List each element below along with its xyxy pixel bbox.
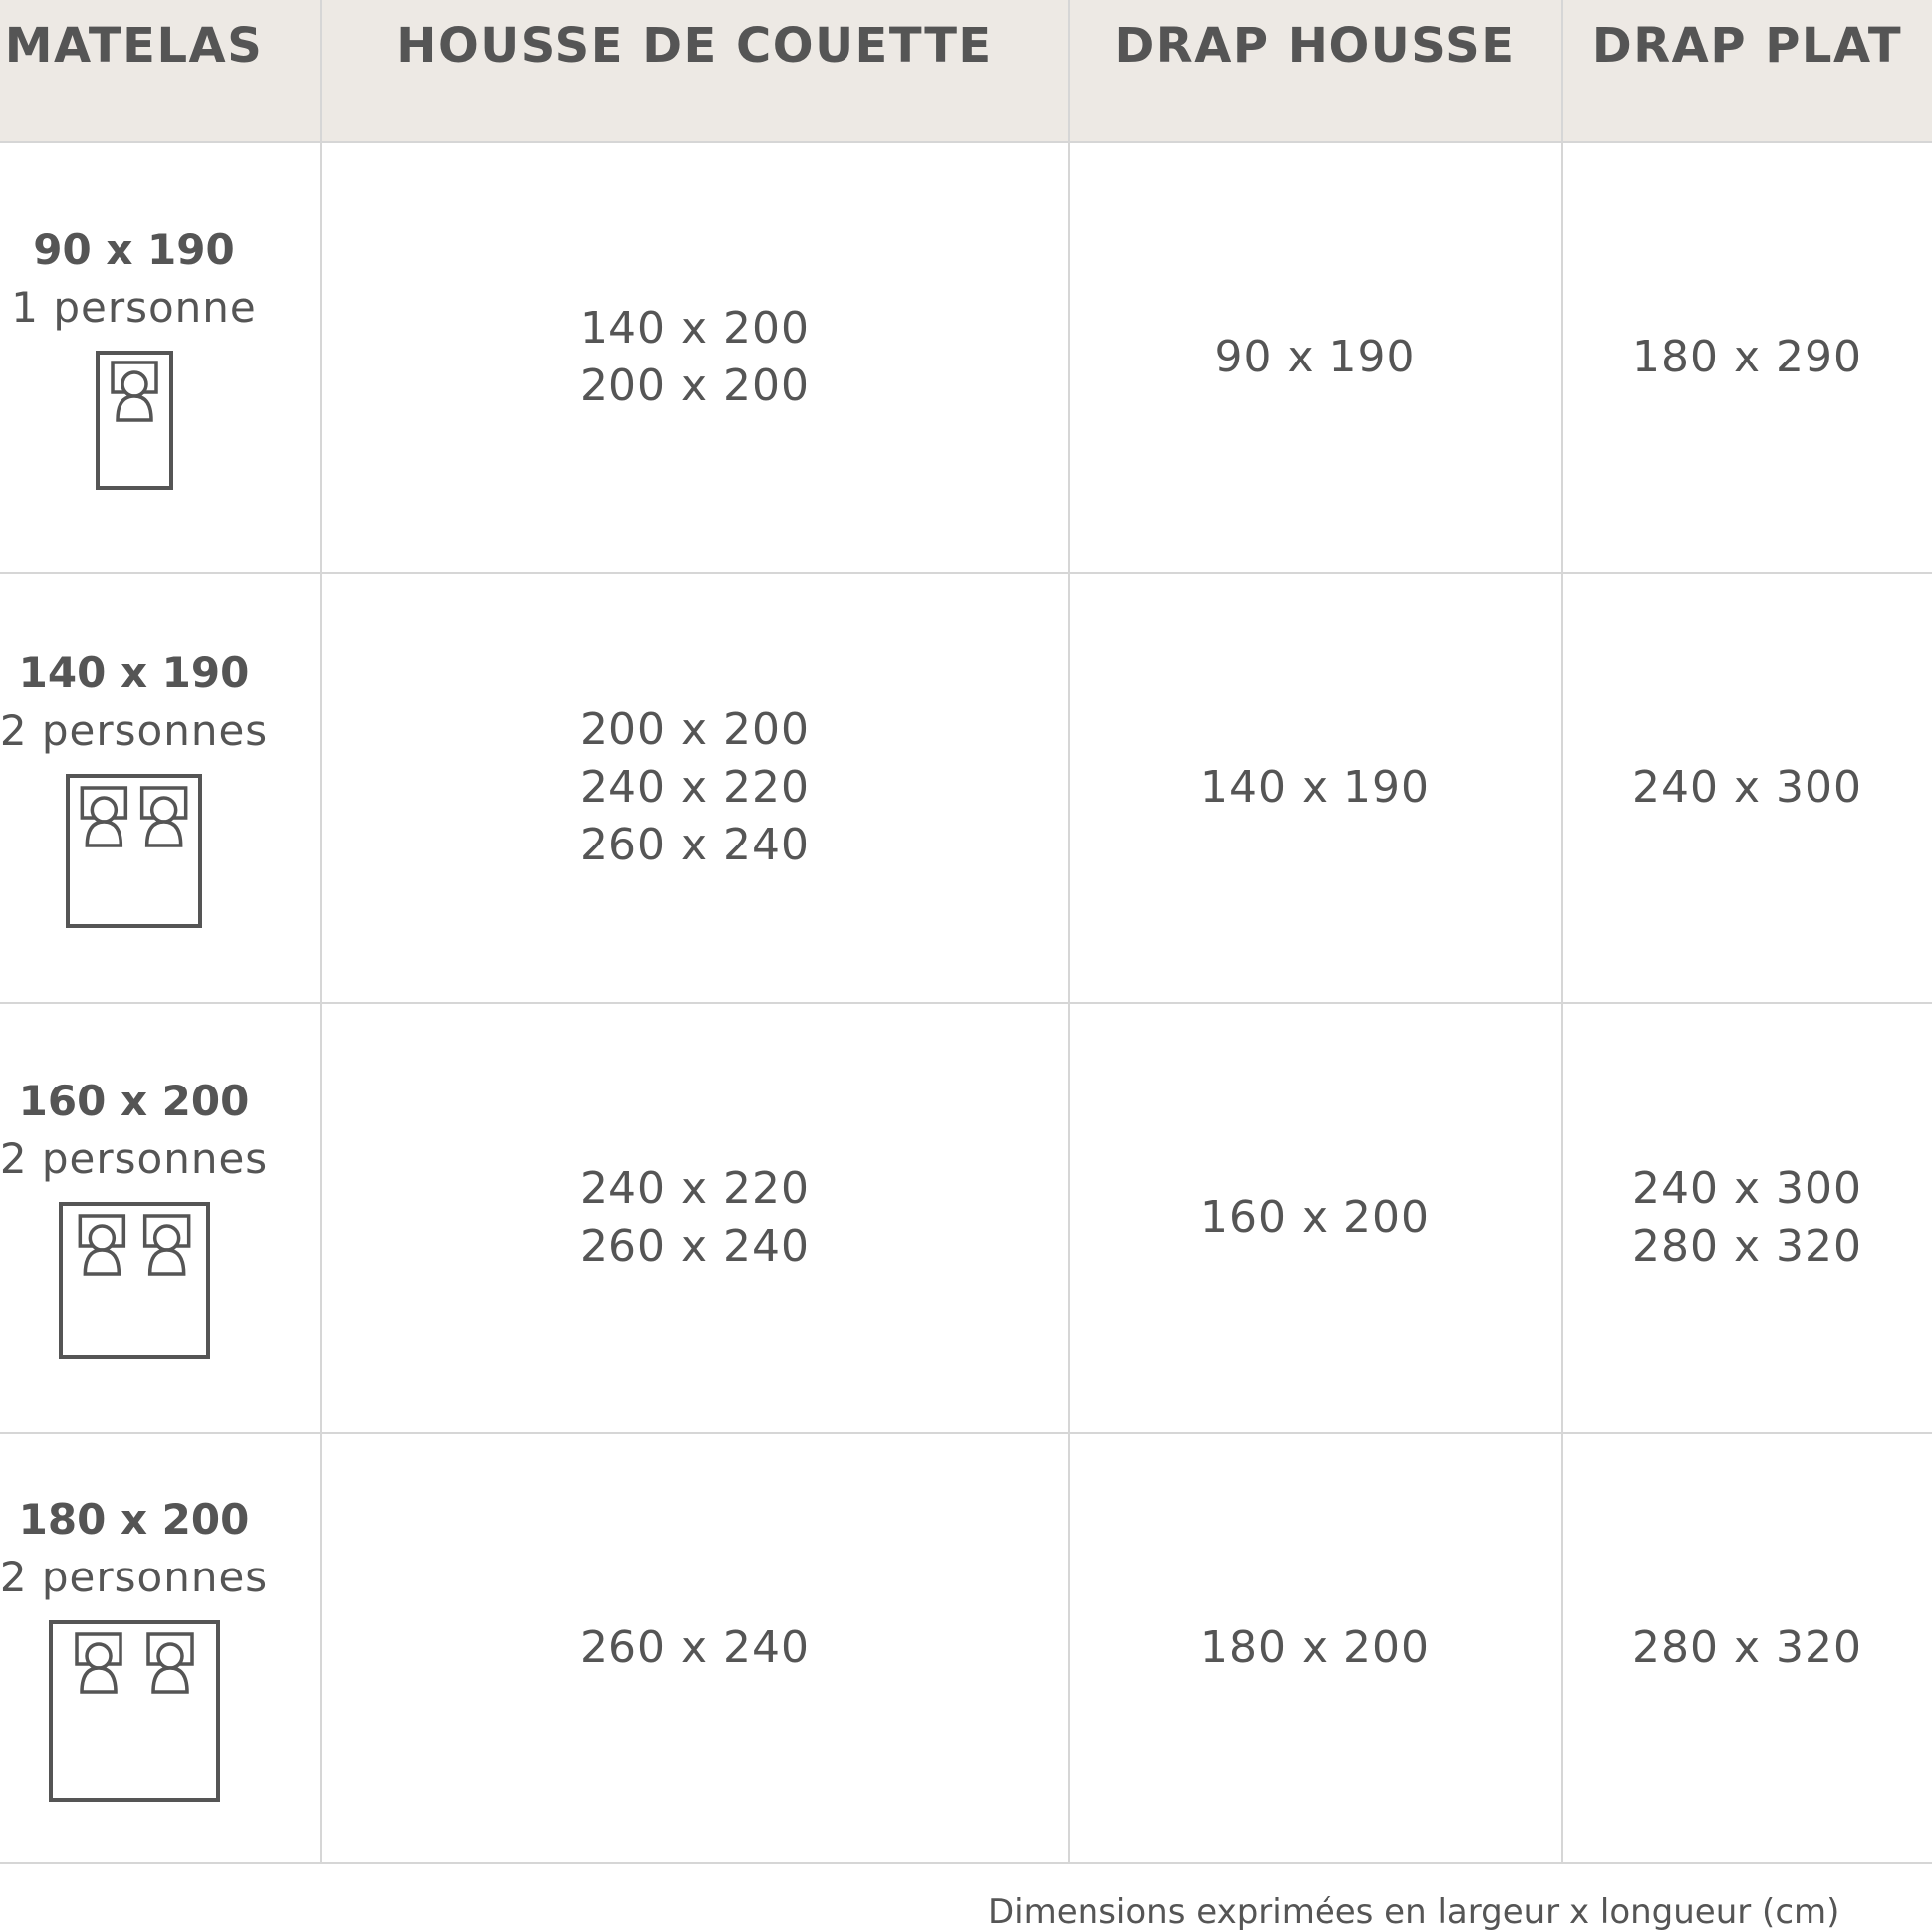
- table-header: MATELAS HOUSSE DE COUETTE DRAP HOUSSE DR…: [0, 0, 1932, 143]
- mattress-size: 90 x 190: [33, 225, 235, 274]
- mattress-persons: 2 personnes: [0, 1553, 269, 1601]
- size-value: 180 x 200: [1200, 1622, 1430, 1673]
- drap-housse-cell: 90 x 190: [1070, 143, 1563, 572]
- mattress-size: 160 x 200: [18, 1077, 250, 1125]
- drap-plat-cell: 180 x 290: [1563, 143, 1932, 572]
- table-row: 160 x 200 2 personnes 240 x 220 260 x 240…: [0, 1004, 1932, 1434]
- size-value: 260 x 240: [580, 1221, 810, 1272]
- drap-plat-cell: 240 x 300 280 x 320: [1563, 1004, 1932, 1432]
- drap-housse-cell: 160 x 200: [1070, 1004, 1563, 1432]
- size-value: 280 x 320: [1632, 1622, 1862, 1673]
- size-value: 260 x 240: [580, 1622, 810, 1673]
- king-bed-icon: [48, 1620, 220, 1806]
- drap-housse-cell: 140 x 190: [1070, 574, 1563, 1002]
- mattress-cell: 180 x 200 2 personnes: [0, 1434, 322, 1862]
- size-value: 200 x 200: [580, 704, 810, 755]
- mattress-size: 140 x 190: [18, 647, 250, 697]
- header-drap-housse: DRAP HOUSSE: [1070, 0, 1563, 141]
- drap-housse-cell: 180 x 200: [1070, 1434, 1563, 1862]
- header-drap-plat: DRAP PLAT: [1591, 18, 1903, 74]
- size-value: 240 x 300: [1632, 762, 1862, 813]
- table-row: 90 x 190 1 personne 140 x 200 200 x 200 9…: [0, 143, 1932, 574]
- couette-cell: 200 x 200 240 x 220 260 x 240: [322, 574, 1070, 1002]
- mattress-cell: 140 x 190 2 personnes: [0, 574, 322, 1002]
- size-value: 260 x 240: [580, 820, 810, 870]
- single-bed-icon: [95, 351, 173, 494]
- size-value: 160 x 200: [1200, 1192, 1430, 1243]
- size-value: 180 x 290: [1632, 332, 1862, 382]
- mattress-cell: 160 x 200 2 personnes: [0, 1004, 322, 1432]
- mattress-size: 180 x 200: [18, 1495, 250, 1544]
- table-row: 180 x 200 2 personnes 260 x 240 180 x 20…: [0, 1434, 1932, 1864]
- size-value: 90 x 190: [1214, 332, 1416, 382]
- header-matelas: MATELAS: [0, 0, 322, 141]
- mattress-persons: 1 personne: [11, 283, 257, 332]
- drap-plat-cell: 240 x 300: [1563, 574, 1932, 1002]
- size-value: 240 x 300: [1632, 1163, 1862, 1214]
- size-value: 140 x 200: [580, 303, 810, 354]
- size-value: 140 x 190: [1200, 762, 1430, 813]
- size-value: 200 x 200: [580, 361, 810, 411]
- mattress-cell: 90 x 190 1 personne: [0, 143, 322, 572]
- drap-plat-cell: 280 x 320: [1563, 1434, 1932, 1862]
- size-value: 240 x 220: [580, 762, 810, 813]
- couette-cell: 140 x 200 200 x 200: [322, 143, 1070, 572]
- table-row: 140 x 190 2 personnes 200 x 200 240 x 220…: [0, 574, 1932, 1004]
- size-value: 240 x 220: [580, 1163, 810, 1214]
- size-value: 280 x 320: [1632, 1221, 1862, 1272]
- queen-bed-icon: [58, 1202, 210, 1363]
- mattress-persons: 2 personnes: [0, 705, 269, 755]
- couette-cell: 240 x 220 260 x 240: [322, 1004, 1070, 1432]
- couette-cell: 260 x 240: [322, 1434, 1070, 1862]
- dimensions-note: Dimensions exprimées en largeur x longue…: [988, 1892, 1840, 1932]
- mattress-persons: 2 personnes: [0, 1134, 269, 1183]
- header-housse-de-couette: HOUSSE DE COUETTE: [322, 0, 1070, 141]
- double-bed-icon: [66, 773, 202, 932]
- size-table: MATELAS HOUSSE DE COUETTE DRAP HOUSSE DR…: [0, 0, 1932, 1864]
